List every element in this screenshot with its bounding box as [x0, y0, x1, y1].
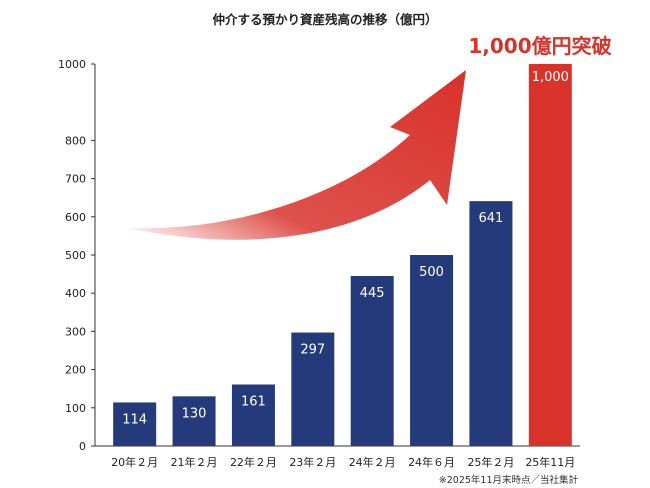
growth-arrow: [128, 70, 466, 240]
y-tick-label: 400: [65, 287, 86, 300]
bar-4: [350, 276, 394, 446]
bar-3: [291, 332, 335, 446]
x-tick-label: 25年11月: [525, 455, 575, 469]
y-tick-label: 1000: [58, 58, 86, 71]
callout-label: 1,000億円突破: [468, 34, 611, 58]
y-tick-label: 500: [65, 249, 86, 262]
y-tick-label: 800: [65, 134, 86, 147]
y-tick-label: 300: [65, 325, 86, 338]
chart-title: 仲介する預かり資産残高の推移（億円）: [212, 12, 437, 27]
y-tick-label: 200: [65, 364, 86, 377]
x-tick-label: 24年６月: [408, 455, 455, 469]
bar-value-label: 161: [241, 394, 266, 409]
y-tick-label: 600: [65, 211, 86, 224]
x-tick-label: 24年２月: [349, 455, 396, 469]
bars: 114 130 161 297 445 500 641 1,000: [113, 64, 572, 446]
x-tick-label: 21年２月: [171, 455, 218, 469]
bar-value-label: 114: [122, 412, 147, 427]
bar-7: [528, 64, 572, 446]
y-axis: 0 100 200 300 400 500 600 700 800 1000: [58, 58, 96, 453]
bar-value-label: 297: [300, 343, 325, 358]
y-tick-label: 0: [79, 440, 86, 453]
x-tick-label: 25年２月: [467, 455, 514, 469]
x-tick-label: 22年２月: [230, 455, 277, 469]
x-tick-label: 20年２月: [111, 455, 158, 469]
x-axis: 20年２月 21年２月 22年２月 23年２月 24年２月 24年６月 25年２月 25年11…: [95, 445, 580, 469]
bar-value-label: 1,000: [532, 70, 569, 85]
y-tick-label: 700: [65, 173, 86, 186]
bar-1: [172, 396, 216, 446]
bar-6: [469, 201, 513, 446]
bar-value-label: 130: [182, 406, 207, 421]
x-tick-label: 23年２月: [289, 455, 336, 469]
bar-0: [113, 402, 157, 446]
bar-5: [410, 255, 454, 446]
bar-value-label: 445: [360, 286, 385, 301]
bar-value-label: 500: [419, 265, 444, 280]
bar-2: [231, 384, 275, 446]
footnote: ※2025年11月末時点／当社集計: [439, 474, 579, 486]
bar-value-label: 641: [479, 211, 504, 226]
y-tick-label: 100: [65, 402, 86, 415]
